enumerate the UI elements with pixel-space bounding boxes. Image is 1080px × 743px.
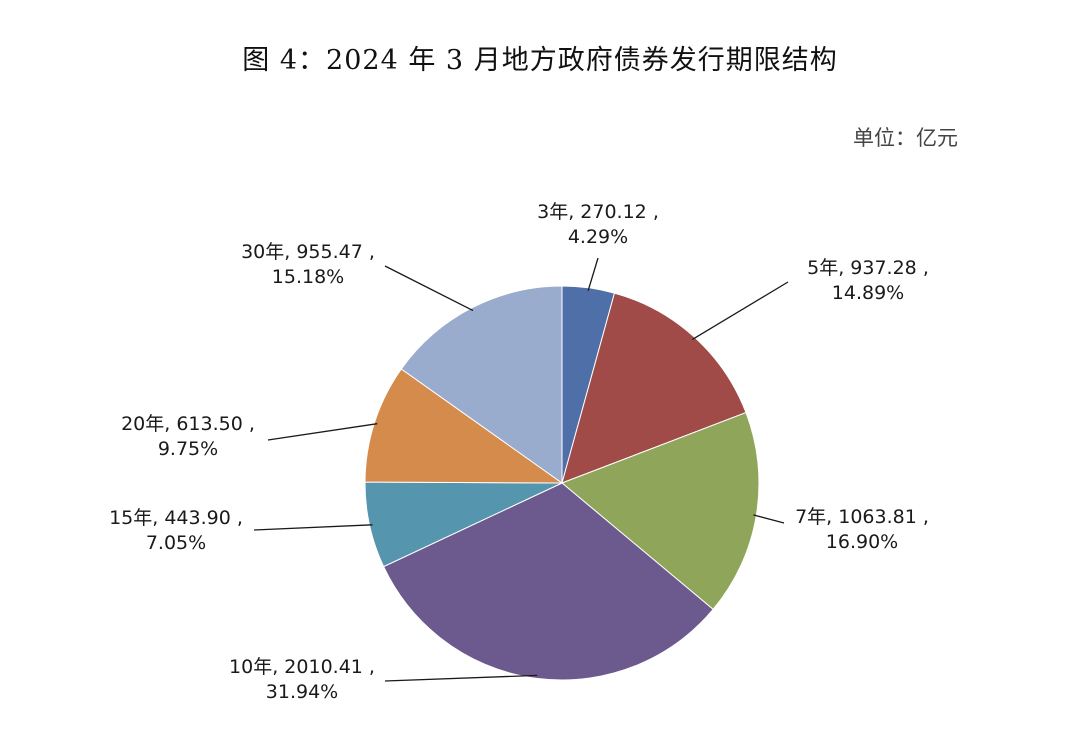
- data-label-10年: 10年, 2010.41 ,: [229, 656, 375, 678]
- percent-label-20年: 9.75%: [158, 438, 218, 460]
- data-label-5年: 5年, 937.28 ,: [807, 257, 929, 279]
- pie-slice-10年: [382, 482, 714, 681]
- pie-slice-20年: [364, 368, 564, 484]
- percent-label-15年: 7.05%: [146, 532, 206, 554]
- leader-line-15年: [253, 524, 373, 531]
- percent-label-30年: 15.18%: [272, 266, 344, 288]
- leader-line-30年: [384, 265, 474, 312]
- unit-label: 单位：亿元: [853, 126, 958, 150]
- data-label-30年: 30年, 955.47 ,: [241, 241, 375, 263]
- percent-label-5年: 14.89%: [832, 282, 904, 304]
- pie-slice-5年: [561, 292, 747, 484]
- data-label-3年: 3年, 270.12 ,: [537, 201, 659, 223]
- data-label-7年: 7年, 1063.81 ,: [795, 506, 929, 528]
- pie-slice-30年: [400, 285, 563, 484]
- percent-label-7年: 16.90%: [826, 531, 898, 553]
- leader-line-5年: [692, 281, 789, 340]
- leader-line-7年: [753, 514, 785, 524]
- leader-line-3年: [587, 257, 599, 291]
- data-label-15年: 15年, 443.90 ,: [109, 507, 243, 529]
- percent-label-10年: 31.94%: [266, 681, 338, 703]
- percent-label-3年: 4.29%: [568, 226, 628, 248]
- leader-line-10年: [384, 674, 538, 682]
- data-label-20年: 20年, 613.50 ,: [121, 413, 255, 435]
- chart-title: 图 4：2024 年 3 月地方政府债券发行期限结构: [242, 45, 838, 76]
- leader-line-20年: [267, 423, 378, 441]
